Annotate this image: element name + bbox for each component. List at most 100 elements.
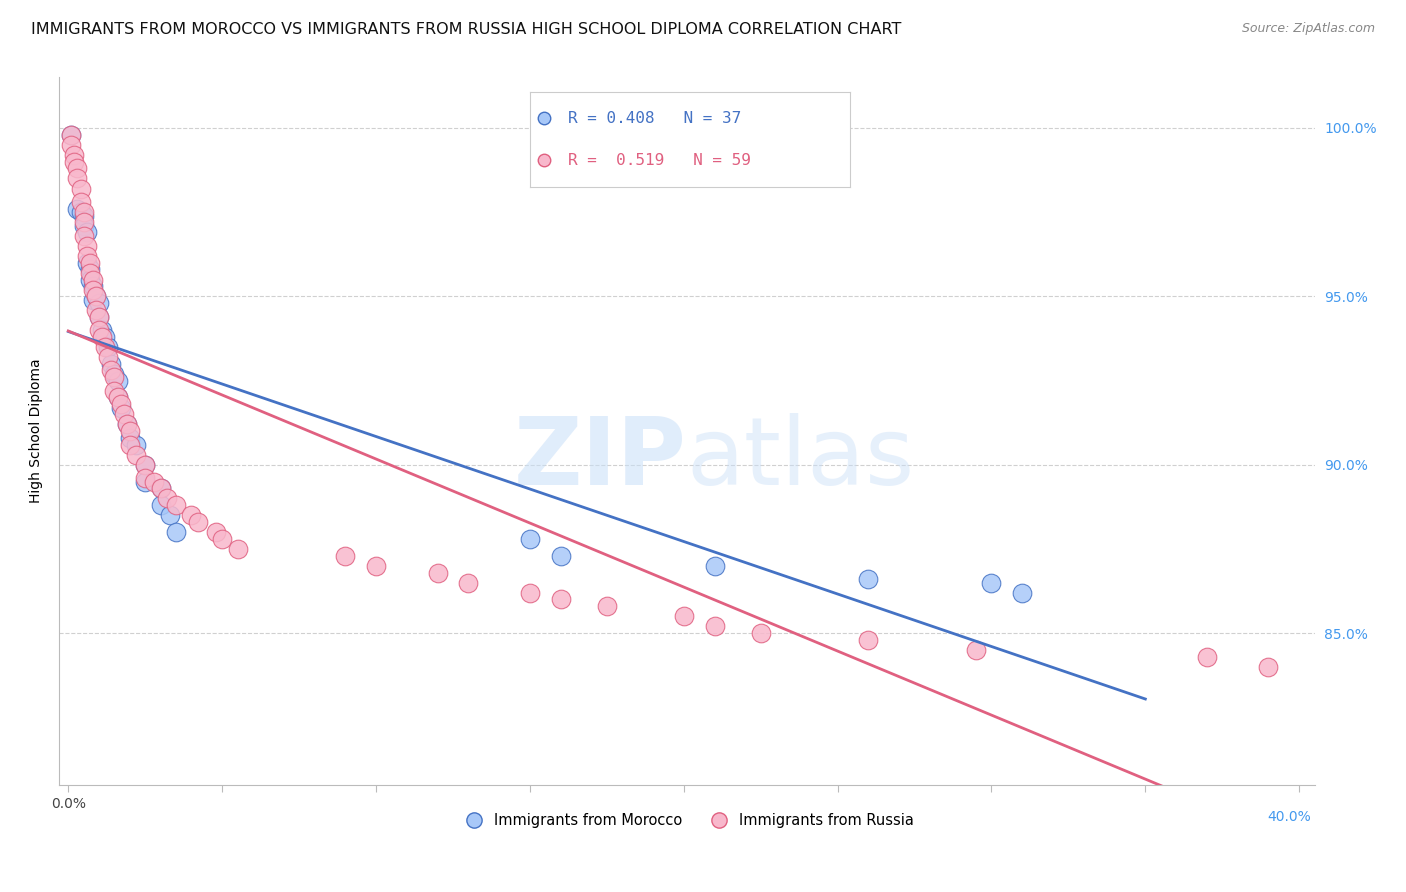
Point [149,481,172,495]
Point [63,148,86,162]
Point [125,448,148,462]
Point [749,626,772,640]
Point [165,525,187,540]
Point [980,575,1002,590]
Point [134,458,156,472]
Point [519,586,541,600]
Point [858,632,880,647]
Text: 40.0%: 40.0% [1268,810,1312,823]
Point [82,283,104,297]
Point [69,205,91,219]
Point [60,137,83,152]
Point [226,541,249,556]
Text: Source: ZipAtlas.com: Source: ZipAtlas.com [1241,22,1375,36]
Point [364,558,387,573]
Y-axis label: High School Diploma: High School Diploma [30,359,44,503]
Point [107,391,129,405]
Point [110,397,132,411]
Point [69,181,91,195]
Point [107,391,129,405]
Point [97,340,120,354]
Point [84,289,107,303]
Point [79,272,101,286]
Point [134,475,156,489]
Point [143,475,166,489]
Point [66,161,89,176]
Point [115,417,138,432]
Point [63,154,86,169]
Point [103,367,125,381]
Point [79,266,101,280]
Point [79,262,101,277]
Point [60,128,83,142]
Point [94,330,117,344]
Point [335,549,357,563]
Point [457,575,479,590]
Point [149,498,172,512]
Point [76,249,98,263]
Point [165,498,187,512]
Point [1195,649,1218,664]
Point [69,195,91,210]
Point [112,407,135,421]
Point [1257,660,1279,674]
Point [965,643,987,657]
Point [107,374,129,388]
Point [82,279,104,293]
Point [72,209,94,223]
Point [72,215,94,229]
Point [72,205,94,219]
Legend: Immigrants from Morocco, Immigrants from Russia: Immigrants from Morocco, Immigrants from… [454,807,920,834]
Point [76,239,98,253]
Point [100,363,122,377]
Point [76,255,98,269]
Point [180,508,202,523]
Point [672,609,695,624]
Point [72,228,94,243]
Point [519,532,541,546]
Point [94,340,117,354]
Point [159,508,181,523]
Point [211,532,233,546]
Point [550,592,572,607]
Point [118,424,141,438]
Point [66,171,89,186]
Point [118,431,141,445]
Text: IMMIGRANTS FROM MOROCCO VS IMMIGRANTS FROM RUSSIA HIGH SCHOOL DIPLOMA CORRELATIO: IMMIGRANTS FROM MOROCCO VS IMMIGRANTS FR… [31,22,901,37]
Point [82,293,104,307]
Point [858,572,880,586]
Point [550,549,572,563]
Point [426,566,449,580]
Point [100,357,122,371]
Point [87,310,110,324]
Point [103,370,125,384]
Point [149,481,172,495]
Point [115,417,138,432]
Point [76,226,98,240]
Text: ZIP: ZIP [515,413,686,506]
Point [72,219,94,233]
Point [205,525,228,540]
Point [110,401,132,415]
Point [134,471,156,485]
Point [703,558,725,573]
Point [87,296,110,310]
Point [82,272,104,286]
Point [60,128,83,142]
Point [125,437,148,451]
Point [118,437,141,451]
Point [1011,586,1033,600]
Point [134,458,156,472]
Point [97,350,120,364]
Point [596,599,619,614]
Point [156,491,179,506]
Point [84,302,107,317]
Point [103,384,125,398]
Point [703,619,725,633]
Text: atlas: atlas [686,413,915,506]
Point [87,310,110,324]
Point [91,323,114,337]
Point [79,255,101,269]
Point [66,202,89,216]
Point [84,289,107,303]
